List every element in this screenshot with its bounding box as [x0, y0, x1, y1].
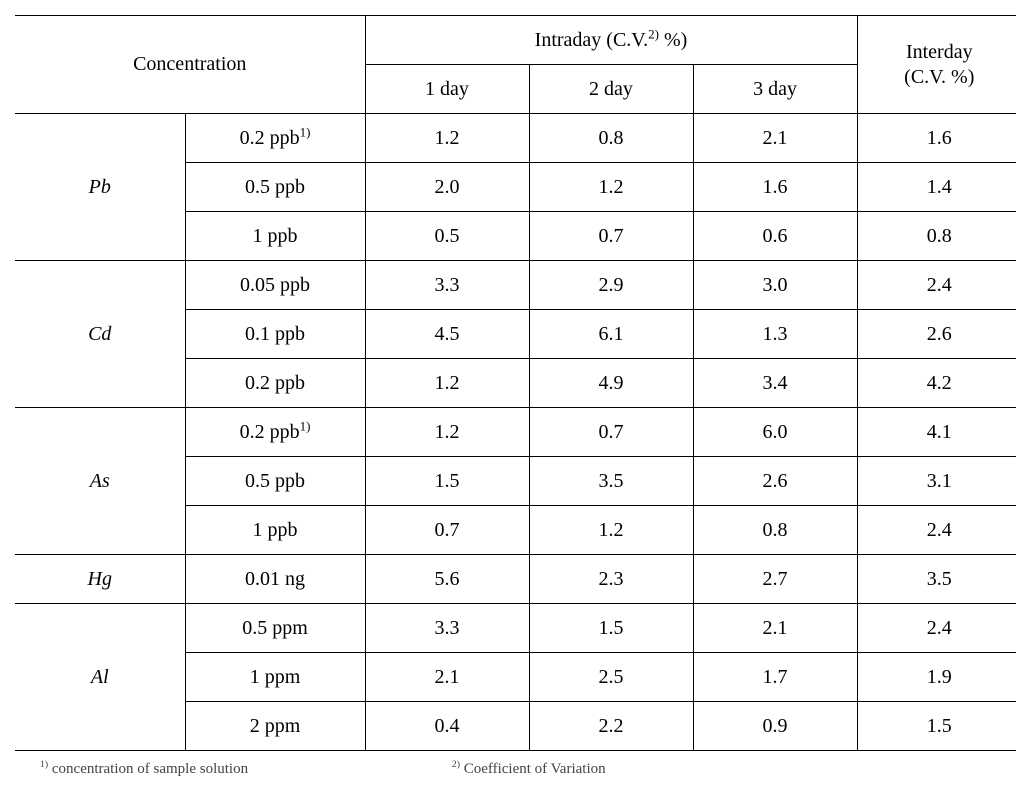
pb-r2-d2: 0.7 [529, 212, 693, 261]
header-day2: 2 day [529, 65, 693, 114]
as-r0-d3: 6.0 [693, 408, 857, 457]
pb-r0-d1: 1.2 [365, 114, 529, 163]
as-r1-d2: 3.5 [529, 457, 693, 506]
al-r2-inter: 1.5 [857, 702, 1016, 751]
pb-r1-d3: 1.6 [693, 163, 857, 212]
al-r0-d1: 3.3 [365, 604, 529, 653]
footnote-2: 2) Coefficient of Variation [452, 761, 706, 777]
as-r2-conc: 1 ppb [185, 506, 365, 555]
al-r2-d2: 2.2 [529, 702, 693, 751]
cd-r2-conc: 0.2 ppb [185, 359, 365, 408]
al-r1-d1: 2.1 [365, 653, 529, 702]
pb-r1-inter: 1.4 [857, 163, 1016, 212]
pb-r1-conc: 0.5 ppb [185, 163, 365, 212]
cd-r1-d2: 6.1 [529, 310, 693, 359]
al-r1-d3: 1.7 [693, 653, 857, 702]
pb-r0-conc: 0.2 ppb1) [185, 114, 365, 163]
al-r2-conc: 2 ppm [185, 702, 365, 751]
pb-r0-d3: 2.1 [693, 114, 857, 163]
footnotes: 1) concentration of sample solution 2) C… [15, 761, 1001, 778]
as-r2-d2: 1.2 [529, 506, 693, 555]
al-r1-d2: 2.5 [529, 653, 693, 702]
al-r0-inter: 2.4 [857, 604, 1016, 653]
hg-r0-d1: 5.6 [365, 555, 529, 604]
precision-table: Concentration Intraday (C.V.2) %) Interd… [15, 15, 1016, 751]
al-r0-d3: 2.1 [693, 604, 857, 653]
al-r2-d1: 0.4 [365, 702, 529, 751]
header-day1: 1 day [365, 65, 529, 114]
pb-r1-d2: 1.2 [529, 163, 693, 212]
cd-r2-d3: 3.4 [693, 359, 857, 408]
al-r1-inter: 1.9 [857, 653, 1016, 702]
header-concentration: Concentration [15, 16, 365, 114]
pb-r0-inter: 1.6 [857, 114, 1016, 163]
pb-r2-conc: 1 ppb [185, 212, 365, 261]
pb-r2-d3: 0.6 [693, 212, 857, 261]
cd-r0-inter: 2.4 [857, 261, 1016, 310]
cd-r0-conc: 0.05 ppb [185, 261, 365, 310]
hg-r0-inter: 3.5 [857, 555, 1016, 604]
pb-r1-d1: 2.0 [365, 163, 529, 212]
as-r0-conc: 0.2 ppb1) [185, 408, 365, 457]
pb-r2-inter: 0.8 [857, 212, 1016, 261]
cd-r2-d1: 1.2 [365, 359, 529, 408]
as-r0-inter: 4.1 [857, 408, 1016, 457]
header-intraday: Intraday (C.V.2) %) [365, 16, 857, 65]
hg-r0-d2: 2.3 [529, 555, 693, 604]
cd-r0-d1: 3.3 [365, 261, 529, 310]
as-r0-d1: 1.2 [365, 408, 529, 457]
as-r0-d2: 0.7 [529, 408, 693, 457]
cd-r0-d3: 3.0 [693, 261, 857, 310]
cd-r1-d1: 4.5 [365, 310, 529, 359]
cd-r1-d3: 1.3 [693, 310, 857, 359]
pb-r0-d2: 0.8 [529, 114, 693, 163]
element-hg: Hg [15, 555, 185, 604]
al-r2-d3: 0.9 [693, 702, 857, 751]
header-interday: Interday (C.V. %) [857, 16, 1016, 114]
cd-r1-inter: 2.6 [857, 310, 1016, 359]
as-r2-d1: 0.7 [365, 506, 529, 555]
as-r1-d3: 2.6 [693, 457, 857, 506]
cd-r0-d2: 2.9 [529, 261, 693, 310]
cd-r1-conc: 0.1 ppb [185, 310, 365, 359]
header-day3: 3 day [693, 65, 857, 114]
pb-r2-d1: 0.5 [365, 212, 529, 261]
as-r1-conc: 0.5 ppb [185, 457, 365, 506]
element-pb: Pb [15, 114, 185, 261]
cd-r2-d2: 4.9 [529, 359, 693, 408]
al-r0-d2: 1.5 [529, 604, 693, 653]
as-r2-d3: 0.8 [693, 506, 857, 555]
as-r1-inter: 3.1 [857, 457, 1016, 506]
as-r1-d1: 1.5 [365, 457, 529, 506]
al-r1-conc: 1 ppm [185, 653, 365, 702]
hg-r0-conc: 0.01 ng [185, 555, 365, 604]
element-al: Al [15, 604, 185, 751]
element-as: As [15, 408, 185, 555]
footnote-1: 1) concentration of sample solution [40, 761, 348, 777]
cd-r2-inter: 4.2 [857, 359, 1016, 408]
as-r2-inter: 2.4 [857, 506, 1016, 555]
hg-r0-d3: 2.7 [693, 555, 857, 604]
al-r0-conc: 0.5 ppm [185, 604, 365, 653]
element-cd: Cd [15, 261, 185, 408]
